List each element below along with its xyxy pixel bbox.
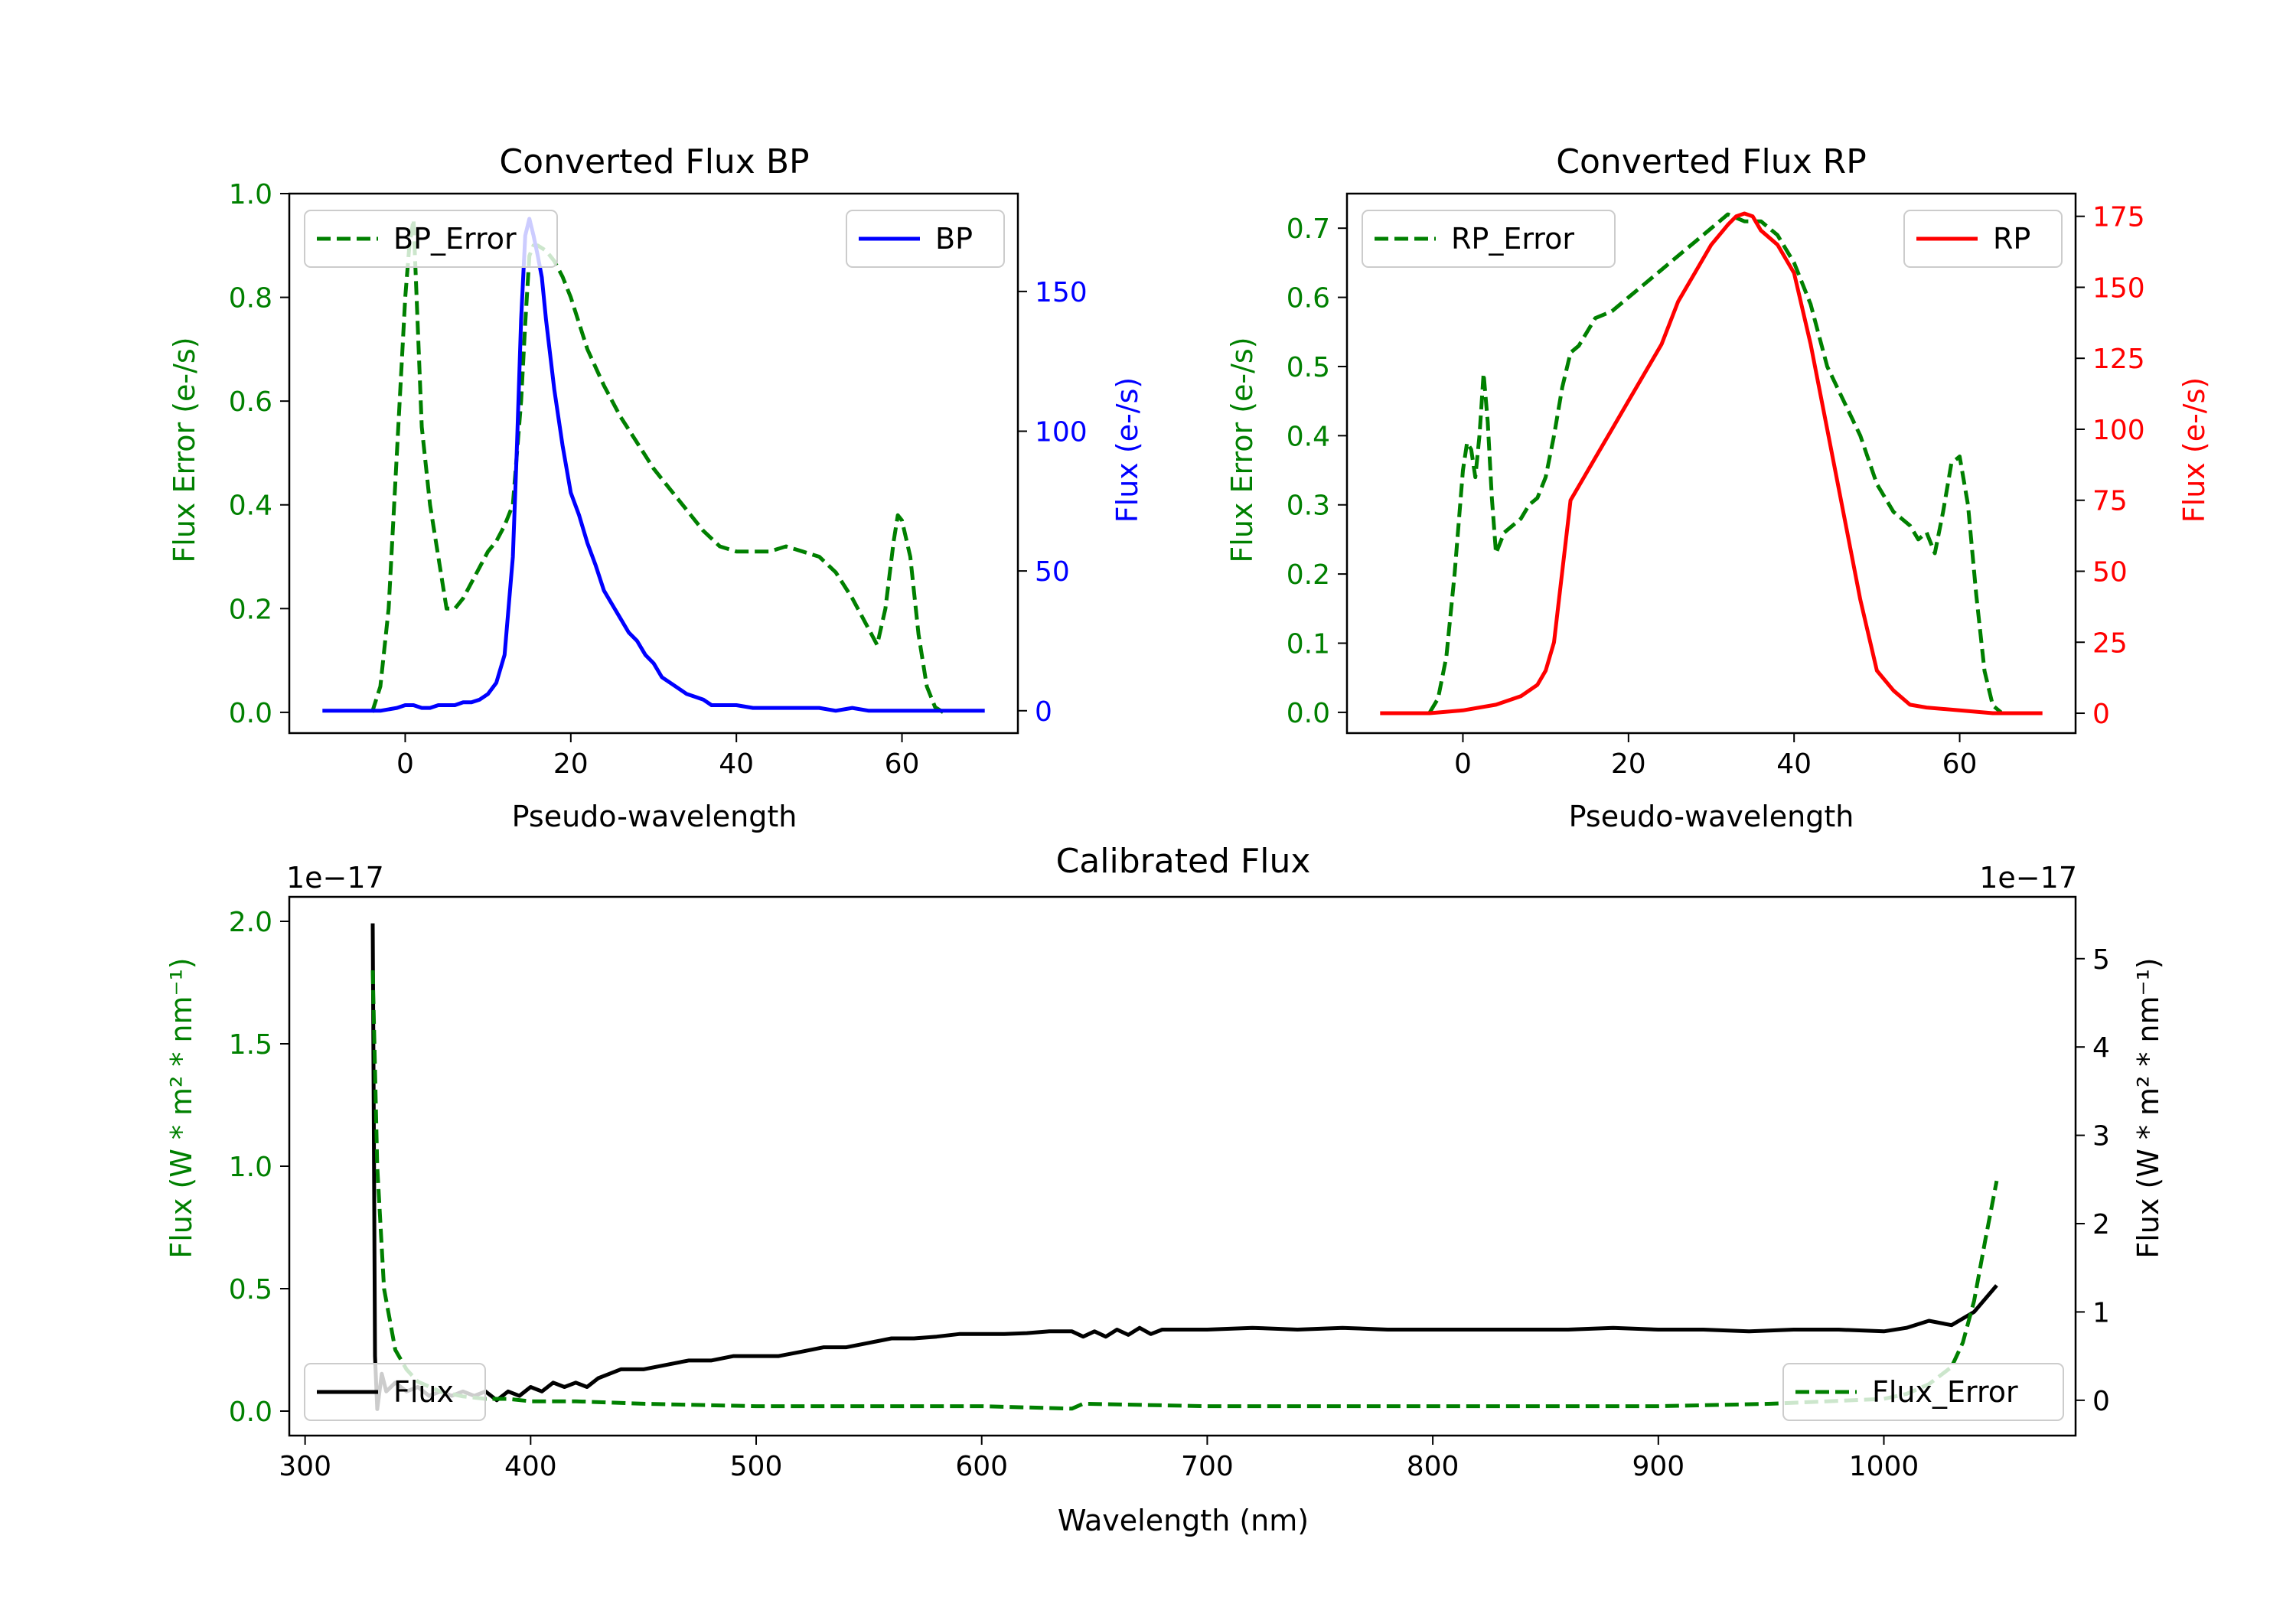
cal-xtick-label: 700	[1181, 1451, 1234, 1482]
cal-left-ytick-label: 1.0	[229, 1152, 272, 1183]
cal-right-ytick-label: 1	[2092, 1297, 2110, 1328]
rp-left-ytick-label: 0.1	[1287, 629, 1330, 660]
cal-title: Calibrated Flux	[1056, 842, 1311, 881]
cal-plot-frame	[288, 895, 2077, 1437]
cal-legend-label: Flux_Error	[1872, 1375, 2018, 1409]
cal-right-offset: 1e−17	[1979, 861, 2077, 895]
bp-xtick-label: 20	[553, 748, 589, 780]
bp-left-ytick-label: 0.2	[229, 594, 272, 625]
cal-right-ytick-label: 0	[2092, 1386, 2110, 1417]
rp-xtick-label: 60	[1942, 748, 1978, 780]
cal-left-ytick-label: 2.0	[229, 907, 272, 938]
rp-right-ytick-label: 125	[2092, 344, 2145, 375]
rp-right-ytick-label: 150	[2092, 272, 2145, 304]
cal-xtick-label: 900	[1632, 1451, 1684, 1482]
bp-series-bp	[322, 217, 985, 713]
bp-plot-frame	[288, 192, 1019, 735]
cal-xtick-label: 300	[279, 1451, 331, 1482]
rp-plot-frame	[1345, 192, 2077, 735]
bp-right-ytick-label: 50	[1035, 556, 1070, 588]
bp-xlabel: Pseudo-wavelength	[512, 800, 797, 833]
rp-xtick-label: 40	[1776, 748, 1812, 780]
cal-right-ytick-label: 4	[2092, 1032, 2110, 1064]
bp-right-ylabel: Flux (e-/s)	[1110, 377, 1144, 523]
bp-right-ytick-label: 150	[1035, 277, 1088, 308]
rp-left-ytick-label: 0.6	[1287, 283, 1330, 315]
rp-right-ylabel: Flux (e-/s)	[2177, 377, 2211, 523]
bp-left-ylabel: Flux Error (e-/s)	[168, 337, 201, 562]
rp-right-ytick-label: 50	[2092, 557, 2128, 588]
rp-right-ytick-label: 25	[2092, 627, 2128, 659]
bp-left-ytick-label: 0.6	[229, 386, 272, 418]
rp-series-rp	[1380, 211, 2043, 715]
rp-left-ytick-label: 0.3	[1287, 491, 1330, 522]
bp-xtick-label: 0	[396, 748, 414, 780]
cal-xtick-label: 1000	[1849, 1451, 1919, 1482]
bp-series-bp-error	[370, 217, 944, 715]
bp-title: Converted Flux BP	[499, 142, 809, 181]
bp-right-ytick-label: 0	[1035, 696, 1052, 728]
bp-legend-box	[846, 210, 1005, 268]
cal-right-ytick-label: 2	[2092, 1209, 2110, 1240]
rp-right-ytick-label: 0	[2092, 699, 2110, 730]
rp-legend-label: RP_Error	[1451, 222, 1574, 256]
rp-series-rp-error	[1428, 212, 2003, 714]
rp-left-ytick-label: 0.2	[1287, 559, 1330, 591]
bp-legend-label: BP_Error	[393, 222, 517, 256]
rp-xtick-label: 0	[1454, 748, 1472, 780]
rp-left-ytick-label: 0.7	[1287, 214, 1330, 245]
cal-legend-label: Flux	[393, 1375, 454, 1409]
bp-panel: Converted Flux BP Pseudo-wavelength Flux…	[168, 142, 1144, 833]
cal-xlabel: Wavelength (nm)	[1058, 1504, 1309, 1537]
rp-left-ylabel: Flux Error (e-/s)	[1225, 337, 1259, 562]
cal-right-ylabel: Flux (W * m² * nm⁻¹)	[2131, 957, 2165, 1258]
bp-left-ytick-label: 0.0	[229, 698, 272, 729]
cal-left-ytick-label: 1.5	[229, 1029, 272, 1061]
rp-right-ytick-label: 175	[2092, 202, 2145, 233]
rp-right-ytick-label: 75	[2092, 486, 2128, 517]
bp-legend-label: BP	[935, 222, 973, 256]
cal-left-offset: 1e−17	[286, 861, 384, 895]
rp-title: Converted Flux RP	[1556, 142, 1867, 181]
rp-right-ytick-label: 100	[2092, 415, 2145, 446]
cal-xtick-label: 600	[955, 1451, 1008, 1482]
rp-left-ytick-label: 0.0	[1287, 698, 1330, 729]
cal-xtick-label: 800	[1407, 1451, 1459, 1482]
rp-panel: Converted Flux RP Pseudo-wavelength Flux…	[1225, 142, 2211, 833]
cal-left-ytick-label: 0.0	[229, 1397, 272, 1428]
cal-left-ytick-label: 0.5	[229, 1274, 272, 1305]
cal-legend-box	[304, 1363, 486, 1421]
rp-legend-box	[1362, 210, 1616, 268]
rp-xtick-label: 20	[1611, 748, 1646, 780]
rp-left-ytick-label: 0.4	[1287, 421, 1330, 452]
bp-xtick-label: 40	[719, 748, 754, 780]
rp-left-ytick-label: 0.5	[1287, 352, 1330, 383]
bp-legend-box	[304, 210, 558, 268]
cal-right-ytick-label: 3	[2092, 1121, 2110, 1152]
cal-legend-box	[1782, 1363, 2064, 1421]
cal-right-ytick-label: 5	[2092, 944, 2110, 976]
cal-xtick-label: 400	[504, 1451, 557, 1482]
bp-left-ytick-label: 0.8	[229, 283, 272, 315]
rp-legend-box	[1903, 210, 2063, 268]
cal-xtick-label: 500	[730, 1451, 783, 1482]
bp-left-ytick-label: 1.0	[229, 179, 272, 210]
cal-left-ylabel: Flux (W * m² * nm⁻¹)	[165, 957, 198, 1258]
bp-xtick-label: 60	[885, 748, 920, 780]
bp-left-ytick-label: 0.4	[229, 491, 272, 522]
bp-right-ytick-label: 100	[1035, 416, 1088, 448]
rp-legend-label: RP	[1993, 222, 2030, 256]
rp-xlabel: Pseudo-wavelength	[1569, 800, 1854, 833]
cal-panel: Calibrated Flux Wavelength (nm) 1e−17 1e…	[165, 842, 2165, 1537]
